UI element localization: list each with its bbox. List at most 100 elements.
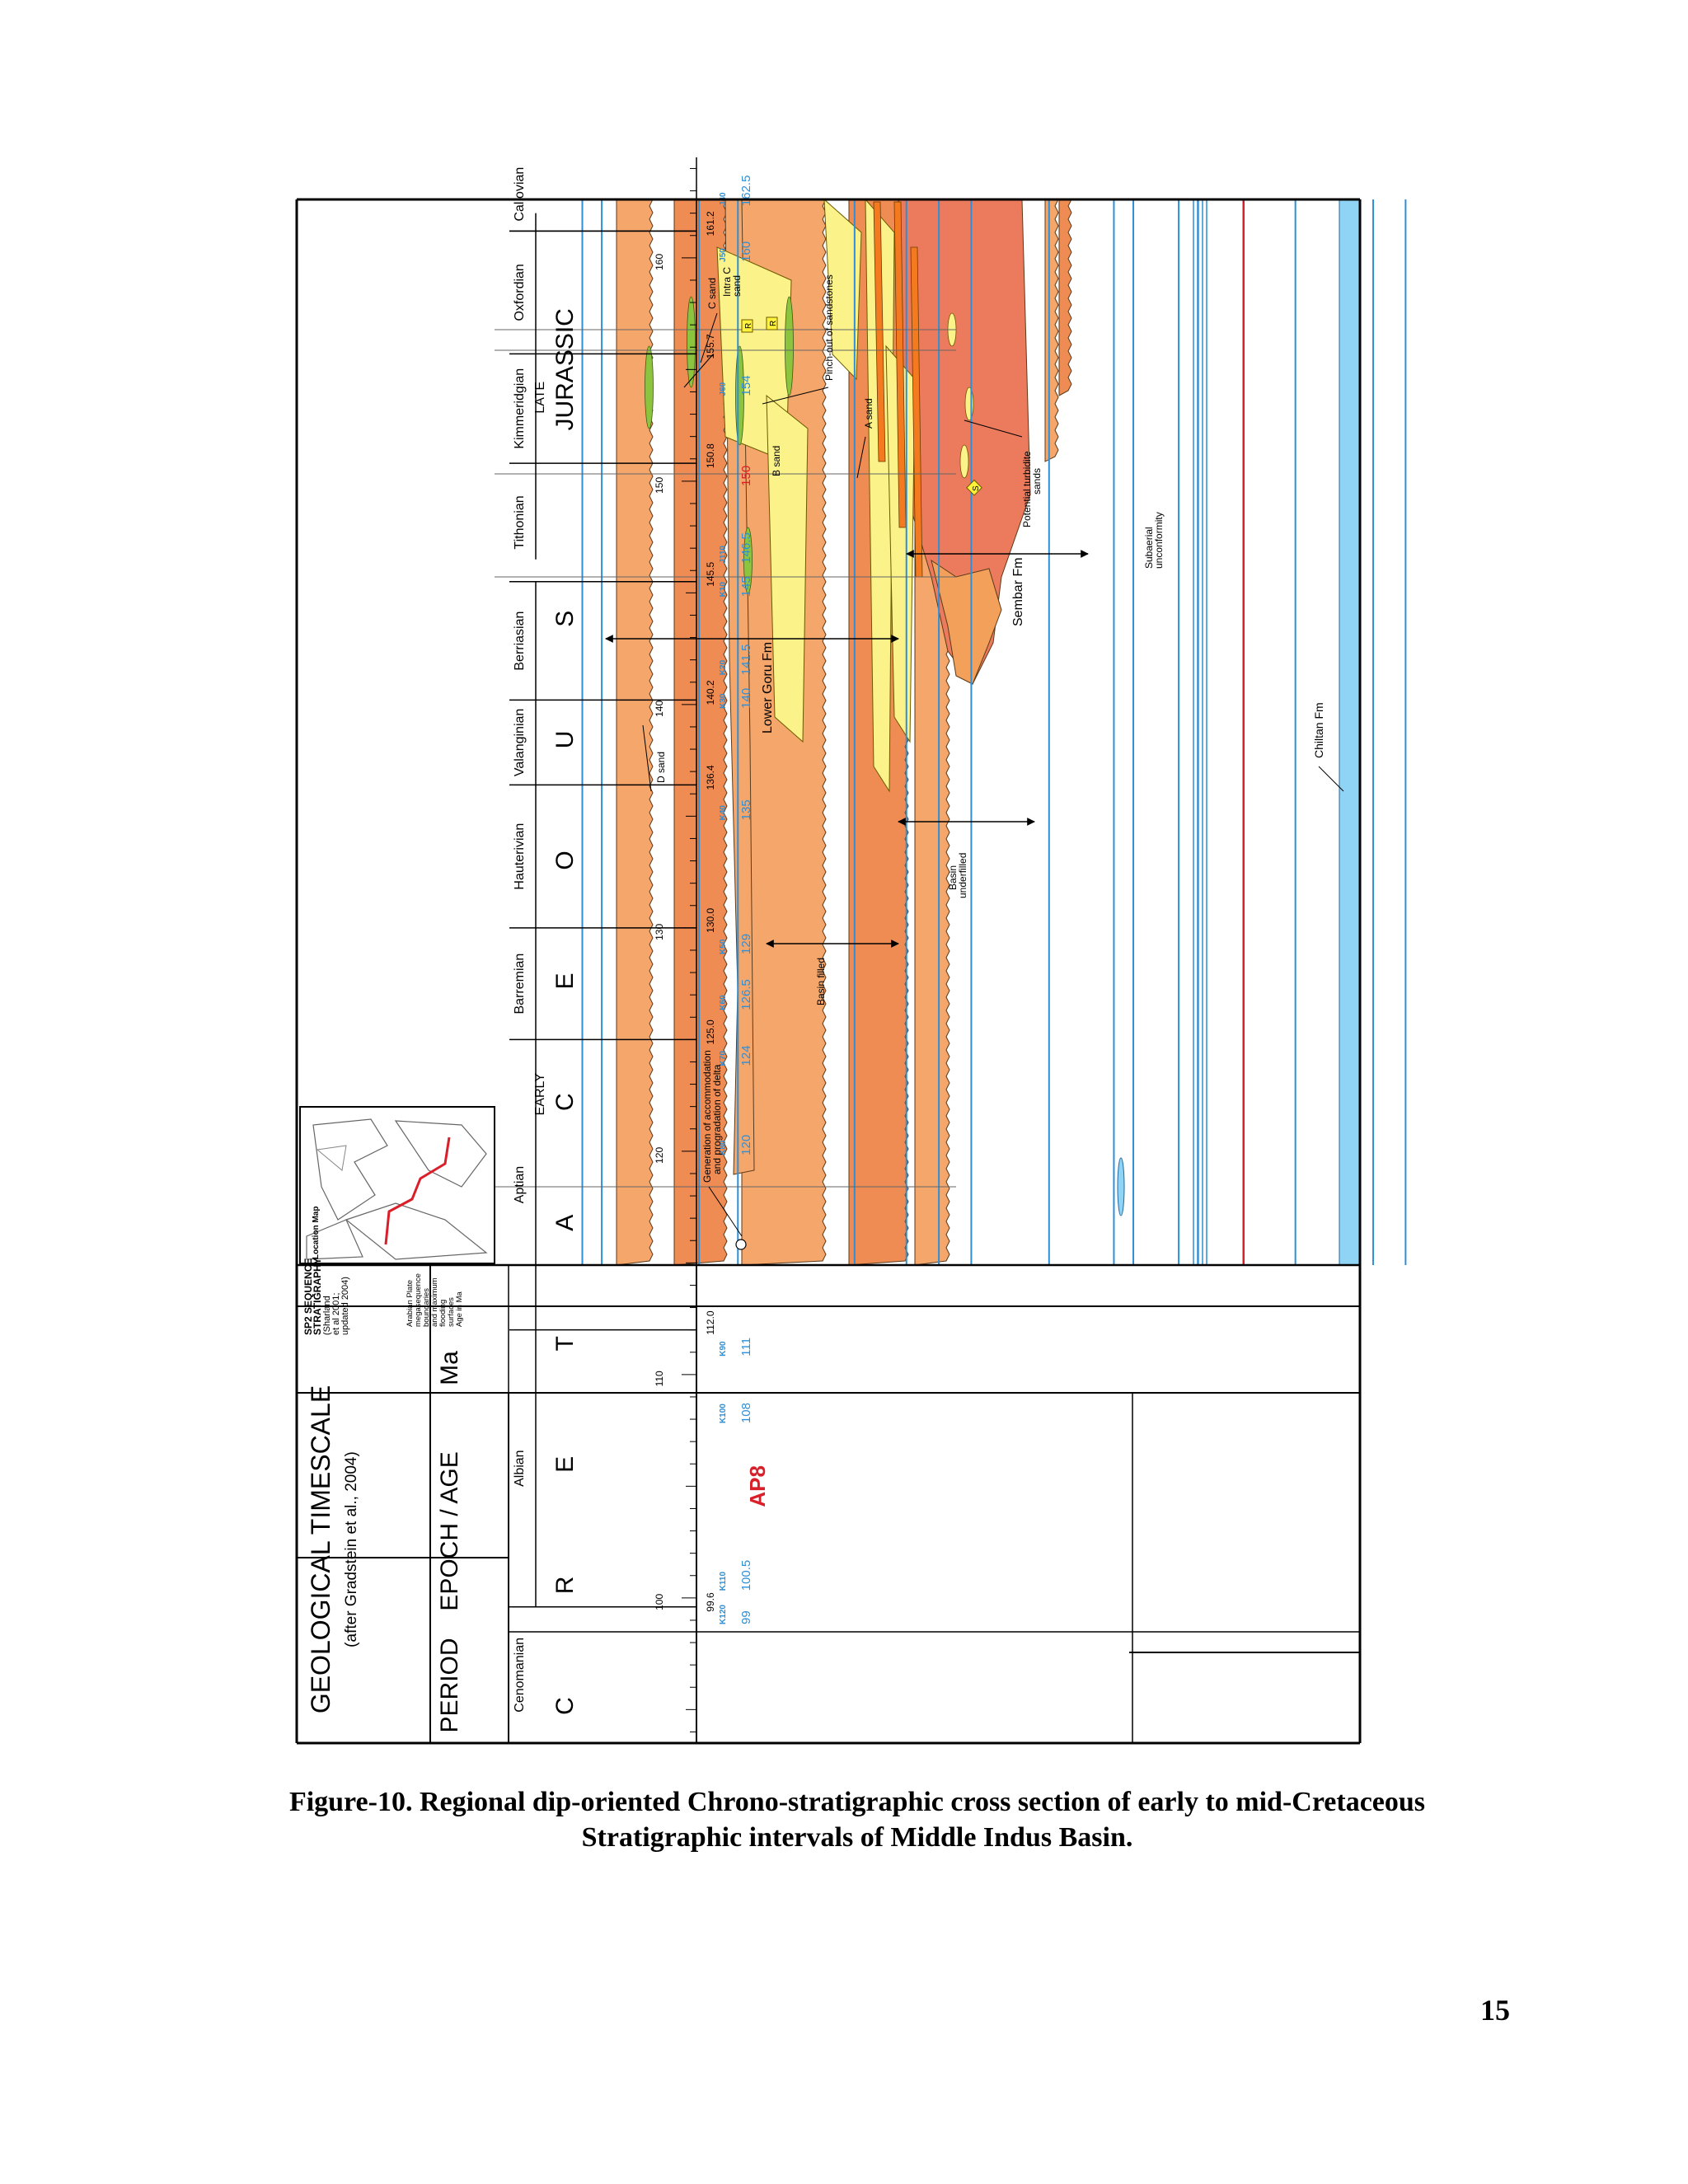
delta-symbol bbox=[735, 1239, 747, 1250]
turbidite-pod bbox=[959, 444, 969, 479]
sequence-code-label: K40 bbox=[719, 805, 728, 821]
leader-line bbox=[683, 354, 714, 388]
chiltan-carbonate bbox=[1339, 199, 1361, 1266]
label-lower-goru-fm: Lower Goru Fm bbox=[761, 642, 775, 733]
s-marker-box bbox=[966, 479, 982, 496]
shale-sliver bbox=[1058, 199, 1072, 396]
r-marker-box bbox=[766, 316, 778, 330]
label-b-sand: B sand bbox=[771, 446, 782, 476]
ma-tick-label: 110 bbox=[654, 1371, 665, 1386]
sequence-code-label: K50 bbox=[719, 939, 728, 954]
label-turbidite: Potential turbidite bbox=[1021, 451, 1033, 527]
stage-base-age: 155.7 bbox=[705, 334, 716, 359]
sequence-age-label: 140 bbox=[739, 688, 753, 709]
sand-wedge bbox=[885, 344, 916, 743]
sequence-code-label: K60 bbox=[719, 995, 728, 1010]
epoch-age-header: EPOCH / AGE bbox=[436, 1451, 463, 1610]
base-lens bbox=[1117, 1157, 1125, 1216]
label-d-sand: D sand bbox=[655, 752, 667, 783]
sequence-code-label: K110 bbox=[719, 1572, 728, 1591]
carbonate-lens bbox=[645, 345, 654, 429]
r-marker-label: R bbox=[744, 323, 753, 329]
sequence-key-line: surfaces bbox=[447, 1297, 456, 1327]
label-basin-underfilled: underfilled bbox=[957, 853, 968, 898]
caption-line-2: Stratigraphic intervals of Middle Indus … bbox=[581, 1822, 1133, 1853]
ma-tick-label: 100 bbox=[654, 1594, 665, 1610]
subdivision-late: LATE bbox=[533, 382, 547, 414]
orange-sand-streak bbox=[873, 201, 886, 462]
sequence-age-label: 100.5 bbox=[739, 1560, 753, 1591]
sequence-key-line: and maximum bbox=[430, 1277, 439, 1327]
caption-line-1: Figure-10. Regional dip-oriented Chrono-… bbox=[288, 1787, 1426, 1817]
ma-header: Ma bbox=[436, 1351, 463, 1385]
shale-sliver bbox=[1044, 199, 1059, 462]
sequence-code-label: J110 bbox=[719, 546, 728, 564]
label-chiltan-fm: Chiltan Fm bbox=[1312, 702, 1325, 758]
sequence-header-line: et al 2001; bbox=[331, 1293, 341, 1335]
stage-name: Aptian bbox=[513, 1166, 527, 1203]
sequence-key-line: Arabian Plate bbox=[406, 1280, 415, 1327]
sequence-code-label: J60 bbox=[719, 382, 728, 396]
stage-base-age: 125.0 bbox=[705, 1019, 716, 1044]
label-generation: Generation of accommodation bbox=[701, 1050, 713, 1183]
stage-name: Cenomanian bbox=[513, 1638, 527, 1713]
sequence-header-line: STRATIGRAPHY bbox=[312, 1258, 323, 1335]
period-letter: E bbox=[551, 1456, 579, 1473]
stage-name: Valanginian bbox=[513, 709, 527, 776]
sequence-age-label: 129 bbox=[739, 934, 753, 954]
sequence-age-label: 108 bbox=[739, 1403, 753, 1423]
leader-line bbox=[762, 387, 829, 405]
label-c-sand: C sand bbox=[706, 278, 718, 309]
sequence-age-label: 99 bbox=[739, 1610, 753, 1624]
label-basin-underfilled: Basin bbox=[947, 865, 959, 890]
stage-name: Berriasian bbox=[513, 612, 527, 671]
stage-name: Tithonian bbox=[513, 495, 527, 549]
label-sembar-fm: Sembar Fm bbox=[1011, 557, 1025, 626]
period-header: PERIOD bbox=[436, 1638, 463, 1732]
s-marker-label: S bbox=[972, 485, 981, 491]
stage-name: Oxfordian bbox=[513, 264, 527, 321]
leader-line bbox=[964, 419, 1023, 438]
stage-name: Albian bbox=[513, 1450, 527, 1486]
sequence-age-label: 162.5 bbox=[739, 176, 753, 207]
stage-base-age: 140.2 bbox=[705, 680, 716, 705]
r-marker-box bbox=[741, 319, 753, 333]
section-line bbox=[384, 1137, 451, 1245]
stage-name: Hauterivian bbox=[513, 823, 527, 890]
stage-base-age: 99.6 bbox=[705, 1592, 716, 1612]
facies-bands bbox=[616, 198, 1361, 1266]
period-letter: C bbox=[551, 1093, 579, 1111]
ma-tick-label: 160 bbox=[654, 254, 665, 270]
sequence-age-label: 154 bbox=[739, 375, 753, 396]
sequence-age-label: 141.5 bbox=[739, 644, 753, 676]
sequence-age-label: 145 bbox=[739, 576, 753, 597]
unconformity-age-label: 150 bbox=[739, 466, 753, 486]
sequence-code-label: K80 bbox=[719, 1140, 728, 1155]
geological-timescale-panel: GEOLOGICAL TIMESCALE (after Gradstein et… bbox=[302, 157, 770, 1743]
sequence-code-label: K20 bbox=[719, 659, 728, 675]
sequence-age-label: 124 bbox=[739, 1045, 753, 1066]
location-map-label: Location Map bbox=[312, 1207, 321, 1259]
sequence-code-label: K120 bbox=[719, 1605, 728, 1624]
r-marker-label: R bbox=[769, 321, 778, 326]
timescale-title: GEOLOGICAL TIMESCALE bbox=[306, 1385, 335, 1713]
period-letter: S bbox=[551, 611, 579, 627]
label-intra-c-sand: sand bbox=[731, 275, 743, 297]
period-letter: R bbox=[551, 1577, 579, 1595]
figure-frame bbox=[295, 198, 1362, 1745]
label-basin-filled: Basin filled bbox=[815, 958, 827, 1005]
carbonate-lens bbox=[687, 296, 696, 388]
sequence-header-line: SP2 SEQUENCE bbox=[302, 1258, 314, 1335]
sequence-marker-column: 99 K120 100.5 K110 108 K100 111 K90 120 K80 124 K70… bbox=[719, 176, 770, 1624]
sequence-code-label: K70 bbox=[719, 1051, 728, 1066]
sequence-age-label: 126.5 bbox=[739, 979, 753, 1010]
leader-line bbox=[700, 312, 718, 363]
period-name-jurassic: JURASSIC bbox=[551, 308, 579, 430]
sequence-key-legend: Arabian Plate megasequence boundaries and m… bbox=[406, 1273, 464, 1327]
sequence-age-label: 146.5 bbox=[739, 532, 753, 564]
turbidite-pod bbox=[964, 387, 974, 421]
label-turbidite: sands bbox=[1031, 468, 1043, 494]
